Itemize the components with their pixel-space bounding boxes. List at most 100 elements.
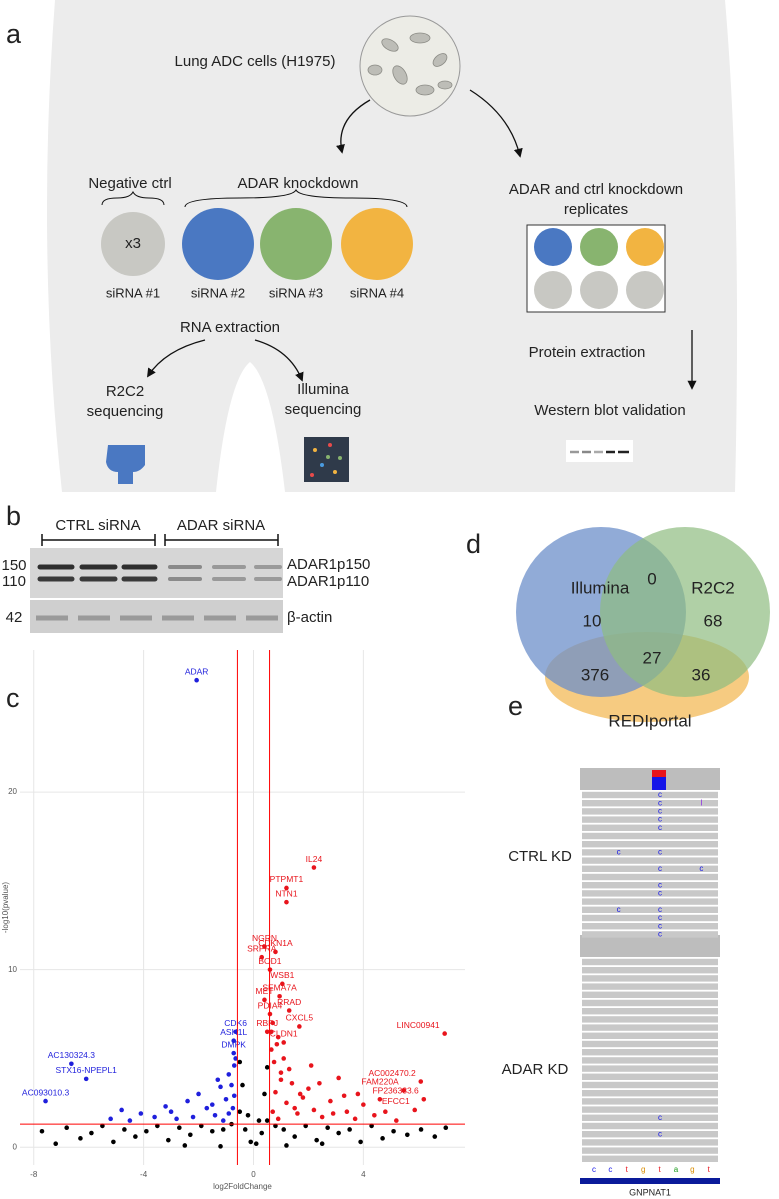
point: [89, 1130, 94, 1136]
ellipse-shape: [432, 53, 448, 67]
point-label: MET: [255, 986, 273, 996]
point: [336, 1075, 341, 1081]
point-label: AC093010.3: [22, 1087, 70, 1097]
point: [380, 1136, 385, 1141]
rect-shape: [30, 600, 283, 633]
point: [344, 1109, 350, 1115]
point-label: ASH1L: [220, 1027, 247, 1037]
point: [284, 885, 289, 891]
point-label: EFCC1: [382, 1096, 410, 1106]
read: [582, 1073, 718, 1080]
text-shape: Protein extraction: [529, 344, 646, 361]
point-label: CLDN1: [270, 1029, 298, 1039]
point: [372, 1112, 377, 1118]
point-label: NTN1: [275, 888, 297, 898]
text-shape: siRNA #3: [269, 285, 323, 300]
circle-shape: [341, 208, 413, 280]
x-tick-label: 4: [361, 1170, 366, 1179]
read: [582, 808, 718, 815]
read: [582, 999, 718, 1007]
point: [394, 1118, 399, 1123]
point: [196, 1091, 201, 1097]
point: [168, 1109, 174, 1115]
point: [281, 1040, 287, 1045]
point: [248, 1139, 254, 1145]
point: [275, 1116, 281, 1122]
point: [284, 1143, 289, 1148]
point: [240, 1082, 245, 1088]
point: [198, 1123, 204, 1129]
read: [582, 958, 718, 966]
circle-shape: [101, 212, 165, 276]
text-shape: REDIportal: [608, 711, 691, 730]
text-shape: siRNA #2: [191, 285, 245, 300]
point: [119, 1107, 124, 1113]
point: [443, 1125, 449, 1131]
point: [188, 1132, 193, 1138]
mismatch: c: [658, 807, 662, 816]
ellipse-shape: [409, 32, 431, 44]
mismatch: c: [658, 790, 662, 799]
read: [582, 1008, 718, 1015]
read: [582, 923, 718, 930]
point: [245, 1112, 251, 1118]
text-shape: Illumina: [297, 381, 349, 398]
read: [582, 791, 718, 799]
point: [237, 1109, 243, 1115]
point: [281, 1127, 287, 1132]
text-shape: GNPNAT1: [629, 1187, 671, 1197]
point: [355, 1091, 361, 1097]
g-shape: [310, 443, 342, 477]
point: [226, 1072, 232, 1077]
point: [78, 1136, 83, 1141]
circle-shape: [534, 228, 572, 266]
read: [582, 983, 718, 990]
path-shape: [469, 89, 523, 158]
point: [280, 981, 285, 987]
read: [582, 906, 718, 913]
read: [582, 1131, 718, 1138]
point: [237, 1059, 243, 1065]
path-shape: [147, 339, 206, 378]
read: [582, 882, 718, 889]
point: [289, 1081, 295, 1086]
point-label: RBPJ: [256, 1018, 278, 1028]
x-tick-label: -8: [30, 1170, 38, 1179]
ellipse-shape: [415, 84, 435, 96]
point: [108, 1116, 113, 1122]
read: [582, 975, 718, 982]
point: [204, 1105, 210, 1111]
plot-background: [20, 650, 465, 1165]
y-tick-label: 20: [8, 787, 17, 796]
reference-base: t: [708, 1165, 711, 1174]
text-shape: 42: [6, 609, 23, 626]
reference-base: c: [592, 1165, 596, 1174]
point: [223, 1096, 229, 1102]
point-label: CDK6: [224, 1018, 247, 1028]
point: [271, 1059, 277, 1065]
point: [319, 1141, 325, 1146]
point: [259, 954, 265, 960]
point: [308, 1063, 314, 1068]
point-label: SRPRA: [247, 943, 277, 953]
text-shape: Western blot validation: [534, 402, 685, 419]
point: [281, 1056, 287, 1061]
reference-base: t: [658, 1165, 661, 1174]
point: [273, 1089, 278, 1095]
point: [262, 944, 267, 949]
path-shape: [41, 534, 279, 546]
text-shape: 10: [583, 611, 602, 630]
point: [278, 1070, 284, 1075]
point: [209, 1102, 215, 1107]
circle-shape: [313, 448, 317, 452]
point: [418, 1127, 424, 1132]
point: [229, 1082, 234, 1088]
ellipse-shape: [437, 80, 453, 90]
mismatch: c: [699, 864, 703, 873]
point: [284, 899, 289, 905]
mismatch: c: [658, 880, 662, 889]
text-shape: c: [6, 683, 20, 713]
read: [582, 816, 718, 823]
